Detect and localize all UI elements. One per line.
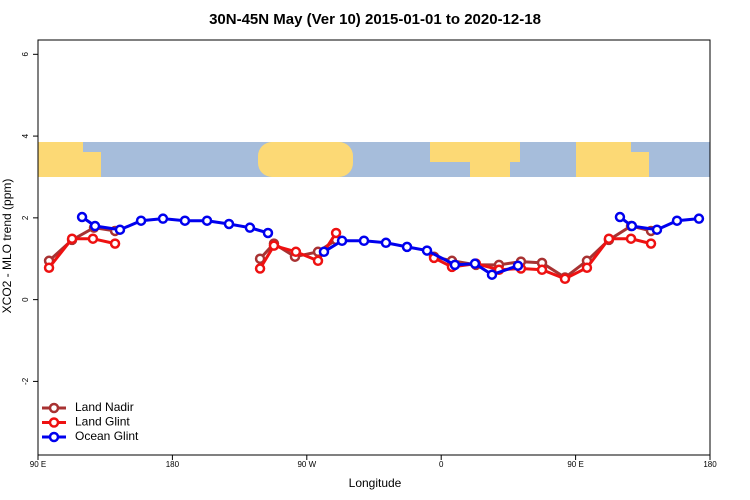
point [312,255,324,267]
point [114,224,126,235]
legend-label: Land Glint [75,415,130,429]
land [576,142,631,177]
land [631,152,649,177]
point [43,262,55,273]
land [83,152,101,177]
series-line [81,215,700,277]
x-tick-label: 90 E [30,460,46,469]
land [470,160,510,177]
point [330,227,342,239]
point [89,220,101,232]
point [290,246,302,258]
x-tick-label: 180 [166,460,180,469]
point [318,246,330,258]
point [254,263,266,274]
point [262,227,274,239]
land [258,142,353,177]
legend-marker [48,417,60,428]
point [157,213,169,224]
y-tick-label: 2 [21,215,30,220]
land [38,142,83,177]
point [87,233,99,244]
point [336,235,348,247]
point [380,237,392,249]
point [614,211,626,223]
x-tick-label: 90 E [567,460,583,469]
point [254,253,266,264]
point [645,238,657,249]
point [179,215,191,226]
point [76,211,88,223]
map-band [38,142,710,177]
point [671,215,683,226]
plot-frame [37,39,711,456]
point [469,258,481,269]
point [651,224,663,235]
point [449,259,461,271]
point [512,260,524,271]
point [581,262,593,273]
point [244,222,256,233]
x-tick-label: 180 [703,460,717,469]
y-tick-label: 0 [21,297,30,302]
point [536,264,548,276]
point [486,269,498,280]
legend-marker [48,431,60,443]
legend-label: Ocean Glint [75,429,139,443]
point [66,233,78,244]
y-tick-label: 6 [21,52,30,57]
series-line [48,224,652,280]
y-axis-label: XCO2 - MLO trend (ppm) [0,179,14,314]
point [358,235,370,247]
point [109,238,121,249]
x-tick-label: 0 [439,460,444,469]
legend-label: Land Nadir [75,400,134,414]
x-tick-label: 90 W [297,460,316,469]
point [201,215,213,226]
point [603,233,615,244]
point [693,213,705,224]
point [268,240,280,251]
point [626,220,638,232]
point [559,273,571,285]
point [401,241,413,253]
point [135,215,147,226]
legend-marker [48,402,60,414]
point [223,218,235,230]
point [421,245,433,256]
point [625,233,637,244]
land [430,142,520,162]
y-tick-label: -2 [21,377,30,385]
chart-title: 30N-45N May (Ver 10) 2015-01-01 to 2020-… [209,11,541,28]
y-tick-label: 4 [21,133,30,138]
x-axis-label: Longitude [349,476,402,490]
